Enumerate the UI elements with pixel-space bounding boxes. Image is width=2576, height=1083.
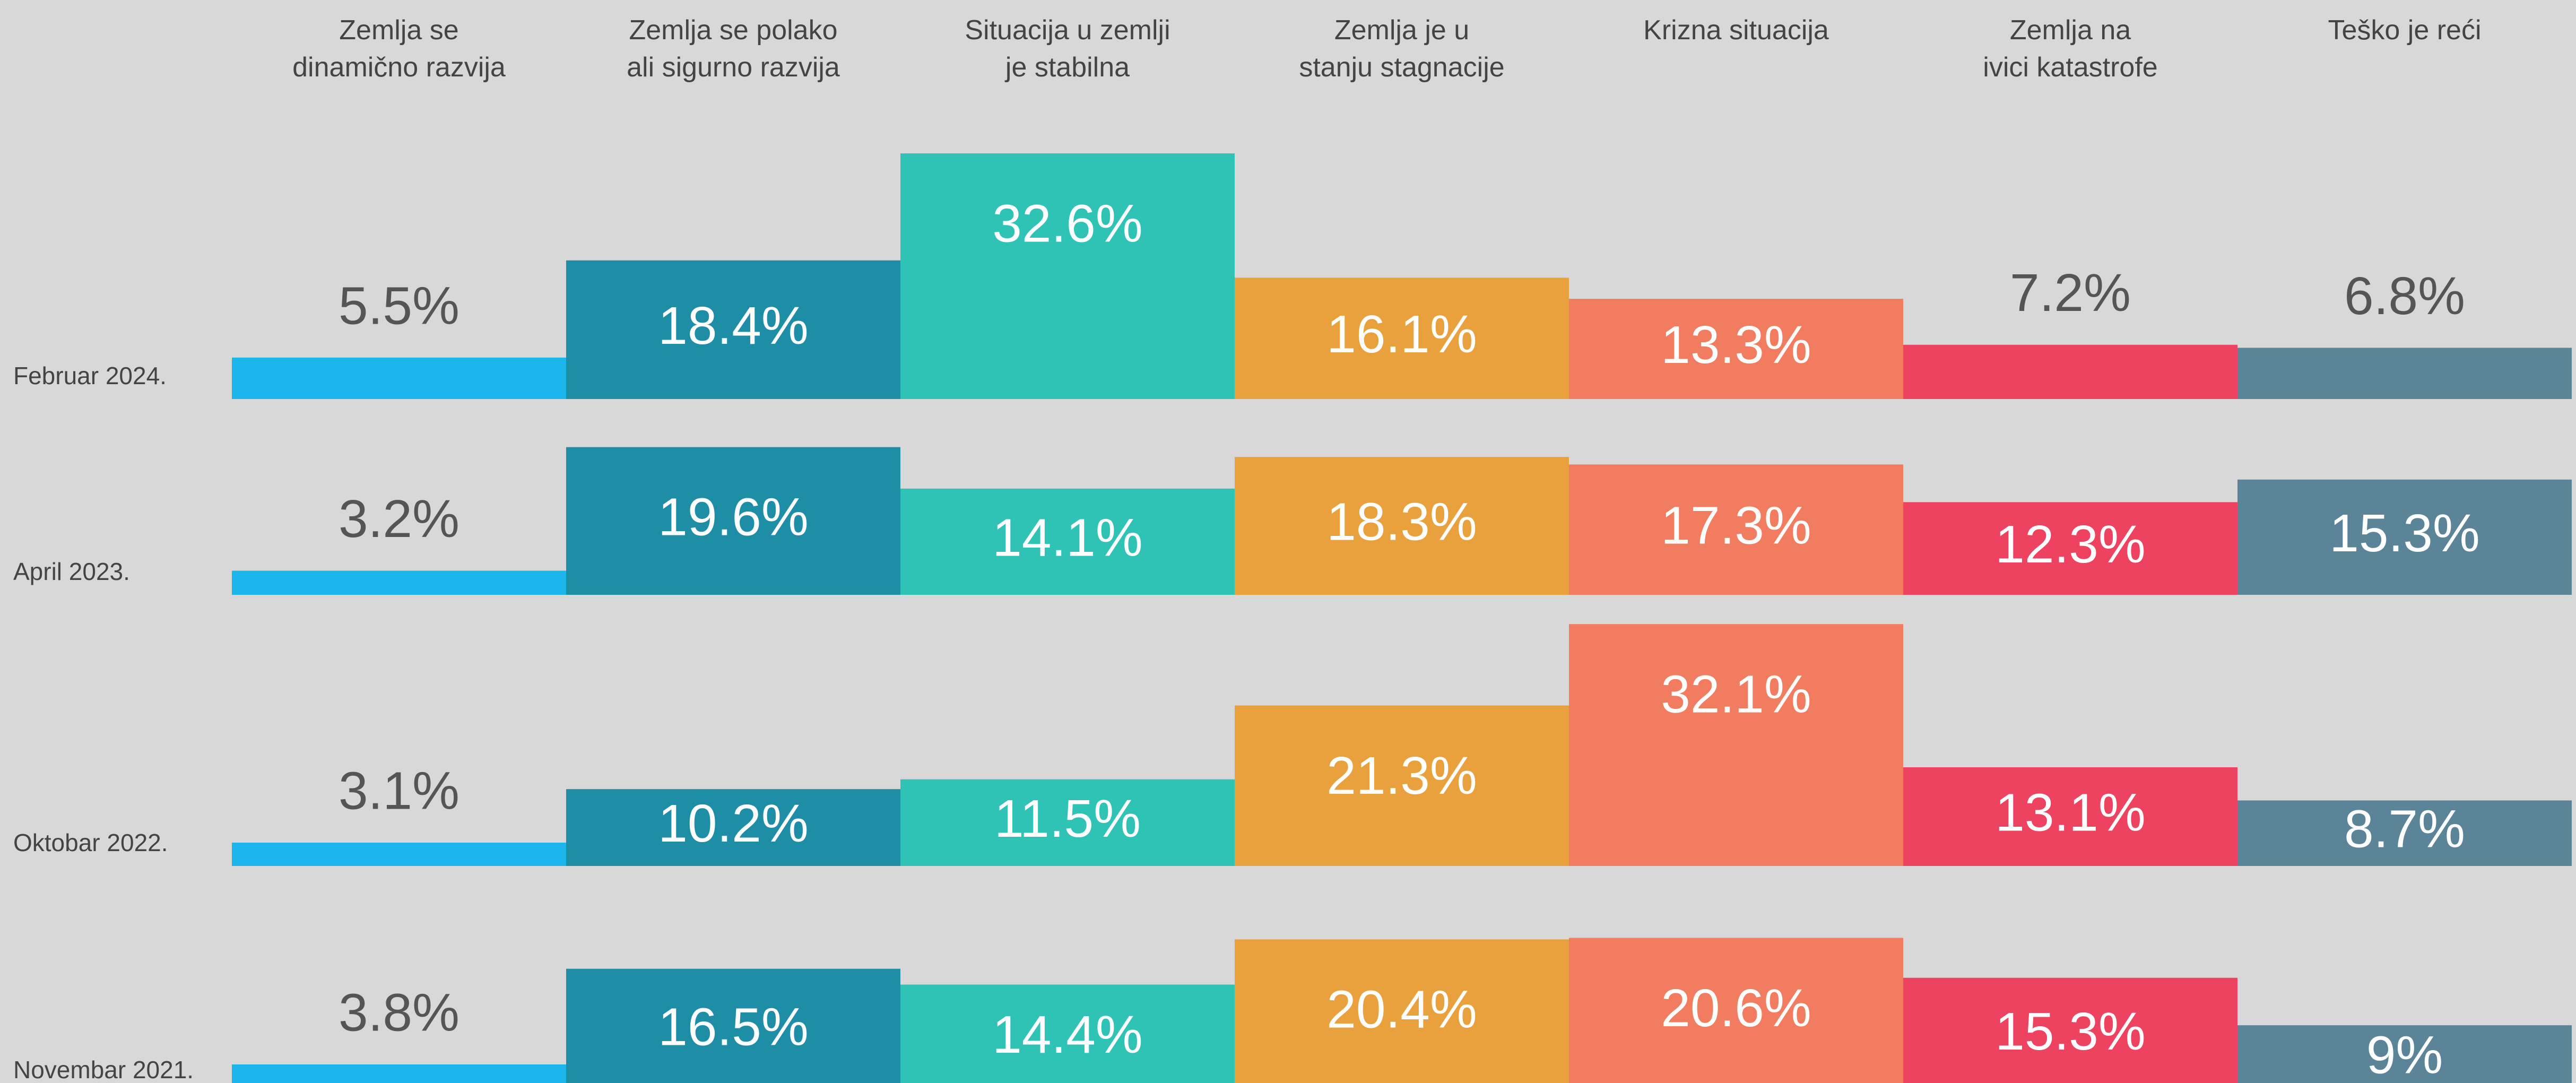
bar: [1235, 939, 1569, 1083]
bar: [1903, 767, 2237, 866]
value-label: 19.6%: [658, 487, 809, 547]
value-label: 15.3%: [2329, 504, 2480, 563]
value-label: 20.4%: [1326, 980, 1477, 1039]
bar: [900, 984, 1235, 1083]
bar: [566, 260, 900, 399]
value-label: 32.6%: [992, 194, 1143, 254]
bar: [900, 779, 1235, 866]
bar: [2237, 348, 2572, 399]
value-label: 18.4%: [658, 296, 809, 356]
bar: [1569, 464, 1903, 595]
bar: [2237, 479, 2572, 595]
category-label: Zemlja na ivici katastrofe: [1983, 15, 2158, 83]
bar: [2237, 1025, 2572, 1083]
value-label: 32.1%: [1661, 665, 1811, 724]
value-label: 11.5%: [994, 789, 1141, 848]
row-label: Oktobar 2022.: [13, 829, 168, 856]
bar: [1903, 502, 2237, 595]
bar: [2237, 800, 2572, 866]
category-label: Zemlja se dinamično razvija: [292, 15, 506, 83]
value-label: 14.4%: [992, 1005, 1143, 1064]
row-label: Februar 2024.: [13, 362, 167, 389]
bar: [900, 153, 1235, 399]
bar: [1903, 977, 2237, 1083]
value-label: 3.8%: [339, 983, 459, 1042]
bar: [1569, 938, 1903, 1083]
bar: [232, 570, 566, 595]
value-label: 13.1%: [1995, 783, 2146, 842]
row-label: Novembar 2021.: [13, 1056, 194, 1083]
row-label: April 2023.: [13, 558, 130, 585]
value-label: 3.1%: [339, 761, 459, 820]
value-label: 16.5%: [658, 997, 809, 1056]
bar: [1569, 299, 1903, 399]
value-label: 9%: [2366, 1026, 2443, 1083]
category-label: Krizna situacija: [1643, 15, 1829, 46]
value-label: 5.5%: [339, 276, 459, 335]
bar: [1235, 457, 1569, 595]
bar: [900, 488, 1235, 595]
value-label: 6.8%: [2344, 266, 2465, 326]
bar: [566, 447, 900, 595]
category-label: Zemlja je u stanju stagnacije: [1299, 15, 1505, 83]
bar: [566, 968, 900, 1083]
category-label: Teško je reći: [2328, 15, 2482, 46]
value-label: 16.1%: [1326, 305, 1477, 364]
bar: [232, 357, 566, 399]
value-label: 14.1%: [992, 508, 1143, 567]
value-label: 12.3%: [1995, 515, 2146, 574]
bar: [1235, 278, 1569, 399]
value-label: 18.3%: [1326, 492, 1477, 551]
bar: [232, 842, 566, 866]
bar: [232, 1064, 566, 1083]
value-label: 7.2%: [2010, 263, 2131, 323]
value-label: 15.3%: [1995, 1002, 2146, 1061]
value-label: 17.3%: [1661, 496, 1811, 556]
category-label: Situacija u zemlji je stabilna: [965, 15, 1170, 83]
bar: [1569, 624, 1903, 866]
value-label: 10.2%: [658, 794, 809, 853]
value-label: 13.3%: [1661, 315, 1811, 375]
bar: [1235, 705, 1569, 866]
value-label: 20.6%: [1661, 978, 1811, 1038]
bar: [566, 789, 900, 866]
bar: [1903, 344, 2237, 399]
value-label: 8.7%: [2344, 800, 2465, 859]
value-label: 21.3%: [1326, 746, 1477, 805]
category-label: Zemlja se polako ali sigurno razvija: [627, 15, 840, 83]
value-label: 3.2%: [339, 489, 459, 549]
